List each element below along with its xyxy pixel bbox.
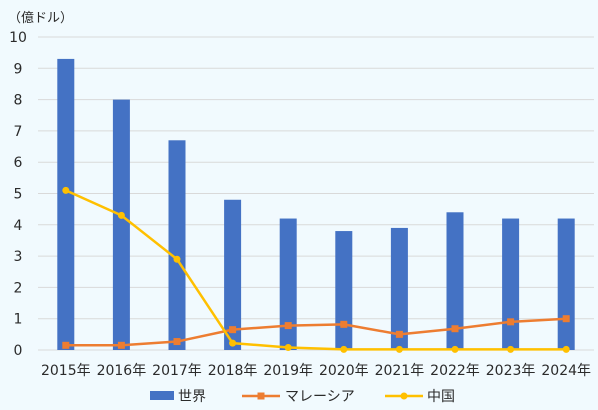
point	[173, 338, 181, 346]
x-tick-label: 2018年	[208, 363, 258, 379]
legend-swatch	[150, 391, 174, 400]
legend-label: 中国	[427, 389, 455, 405]
bar	[446, 212, 464, 350]
y-tick-label: 0	[14, 343, 23, 359]
y-unit-label: （億ドル）	[8, 10, 73, 26]
point	[340, 345, 348, 353]
legend-label: 世界	[178, 389, 206, 405]
point	[340, 320, 348, 328]
bar	[224, 199, 242, 350]
x-tick-label: 2024年	[541, 363, 591, 379]
x-tick-label: 2016年	[97, 363, 147, 379]
point	[117, 211, 125, 219]
bar	[168, 140, 186, 350]
legend-marker	[257, 392, 265, 400]
y-tick-label: 2	[14, 280, 23, 296]
y-tick-label: 9	[14, 61, 23, 77]
series-line	[65, 189, 567, 351]
y-tick-label: 7	[14, 124, 23, 140]
x-tick-label: 2022年	[430, 363, 480, 379]
bar	[112, 99, 130, 350]
x-tick-label: 2019年	[263, 363, 313, 379]
point	[284, 322, 292, 330]
bar	[557, 218, 575, 350]
y-tick-label: 6	[14, 155, 23, 171]
point	[62, 341, 70, 349]
point	[562, 345, 570, 353]
legend-marker	[400, 392, 408, 400]
legend-label: マレーシア	[285, 389, 355, 405]
x-tick-label: 2020年	[319, 363, 369, 379]
legend: 世界 マレーシア 中国	[150, 389, 455, 405]
bar	[57, 58, 75, 350]
point	[284, 343, 292, 351]
bar	[279, 218, 297, 350]
x-axis: 2015年 2016年 2017年 2018年 2019年 2020年 2021年 2022年…	[41, 363, 591, 379]
x-tick-label: 2023年	[486, 363, 536, 379]
point	[395, 330, 403, 338]
point	[451, 345, 459, 353]
bar-series	[57, 58, 575, 350]
point	[451, 325, 459, 333]
point	[229, 339, 237, 347]
y-tick-label: 8	[14, 93, 23, 109]
bar	[335, 231, 353, 350]
point	[117, 341, 125, 349]
x-tick-label: 2017年	[152, 363, 202, 379]
y-tick-label: 4	[14, 218, 23, 234]
y-axis: 0 1 2 3 4 5 6 7 8 9 10	[9, 30, 27, 359]
y-tick-label: 10	[9, 30, 27, 46]
point	[562, 315, 570, 323]
x-tick-label: 2021年	[375, 363, 425, 379]
y-tick-label: 1	[14, 312, 23, 328]
y-tick-label: 3	[14, 249, 23, 265]
series-line	[65, 317, 567, 347]
bar	[502, 218, 520, 350]
x-tick-label: 2015年	[41, 363, 91, 379]
point	[395, 345, 403, 353]
bar	[390, 227, 408, 350]
point	[173, 255, 181, 263]
line-series	[62, 186, 570, 353]
point	[62, 186, 70, 194]
y-tick-label: 5	[14, 187, 23, 203]
point	[507, 345, 515, 353]
point	[229, 326, 237, 334]
point	[507, 318, 515, 326]
grid-lines	[38, 36, 594, 351]
